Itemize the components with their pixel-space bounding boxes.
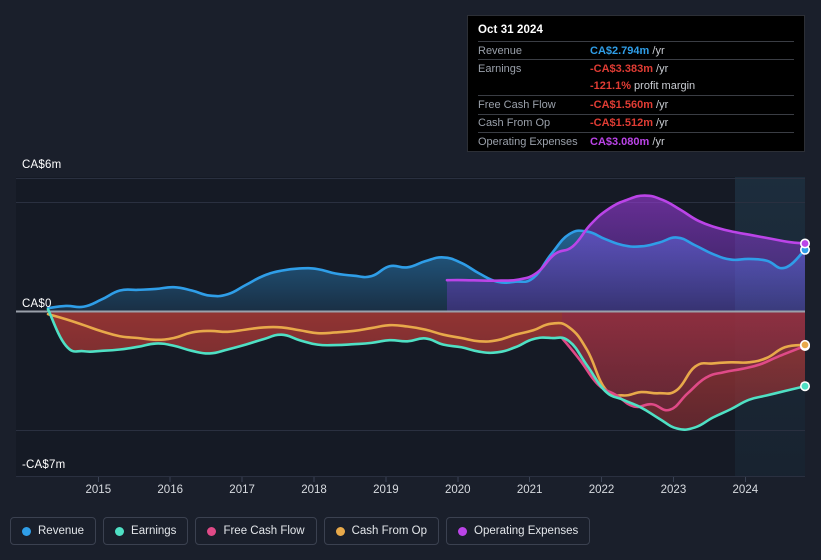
x-axis-tick-2024: 2024: [732, 484, 759, 496]
legend-item-label: Free Cash Flow: [223, 525, 305, 537]
x-axis-tick-2022: 2022: [588, 484, 615, 496]
chart-legend[interactable]: Revenue Earnings Free Cash Flow Cash From O…: [10, 517, 591, 545]
endpoint-marker-cash-from-op: [800, 339, 810, 350]
legend-item-free-cash-flow[interactable]: Free Cash Flow: [195, 517, 317, 545]
x-axis-tick-2015: 2015: [85, 484, 112, 496]
legend-item-label: Earnings: [131, 525, 177, 537]
x-axis-tick-2016: 2016: [157, 484, 183, 496]
financials-chart[interactable]: [0, 0, 821, 505]
y-axis-label-top: CA$6m: [22, 159, 62, 171]
tooltip-row: Free Cash Flow -CA$1.560m /yr: [478, 95, 794, 113]
legend-color-dot-icon: [22, 526, 31, 536]
legend-item-label: Operating Expenses: [474, 525, 579, 537]
x-axis-tick-2021: 2021: [516, 484, 543, 496]
tooltip-row-label: Earnings: [478, 63, 522, 76]
x-axis-tick-2020: 2020: [444, 484, 471, 496]
tooltip-row-value: -CA$3.383m /yr: [590, 63, 669, 76]
series-line-earnings[interactable]: [46, 307, 805, 431]
tooltip-row-value: -CA$1.560m /yr: [590, 98, 669, 111]
tooltip-row: Cash From Op -CA$1.512m /yr: [478, 113, 794, 132]
x-axis-tick-2018: 2018: [301, 484, 327, 496]
tooltip-row: Revenue CA$2.794m /yr: [478, 41, 794, 59]
tooltip-row: Earnings -CA$3.383m /yr: [478, 59, 794, 77]
y-axis-label-bottom: -CA$7m: [22, 459, 66, 471]
legend-item-earnings[interactable]: Earnings: [103, 517, 189, 545]
tooltip-row-value: CA$2.794m /yr: [590, 44, 665, 57]
x-axis-tick-2017: 2017: [229, 484, 255, 496]
tooltip-row-label: Cash From Op: [478, 117, 551, 130]
legend-color-dot-icon: [207, 526, 217, 536]
tooltip-rows: Revenue CA$2.794m /yr Earnings -CA$3.383m /…: [478, 41, 794, 150]
series-area-free-cash-flow: [562, 311, 805, 411]
tooltip-row-value: -CA$1.512m /yr: [590, 117, 669, 130]
endpoint-marker-operating-expenses: [800, 238, 810, 249]
tooltip-row-label: Revenue: [478, 44, 523, 57]
legend-item-cash-from-op[interactable]: Cash From Op: [323, 517, 440, 545]
y-axis-label-zero: CA$0: [22, 298, 52, 310]
x-axis-tick-2023: 2023: [660, 484, 687, 496]
series-line-cash-from-op[interactable]: [46, 312, 805, 397]
series-line-revenue[interactable]: [46, 229, 805, 310]
data-tooltip-panel: Oct 31 2024 Revenue CA$2.794m /yr Earnings…: [467, 15, 805, 152]
tooltip-row: -121.1% profit margin: [478, 78, 794, 95]
legend-item-label: Revenue: [38, 525, 85, 537]
tooltip-row: Operating Expenses CA$3.080m /yr: [478, 131, 794, 150]
legend-color-dot-icon: [335, 526, 345, 536]
series-area-operating-expenses: [446, 195, 805, 312]
series-line-operating-expenses[interactable]: [445, 194, 805, 283]
endpoint-marker-earnings: [800, 381, 810, 392]
tooltip-date: Oct 31 2024: [478, 24, 544, 36]
legend-color-dot-icon: [458, 526, 468, 536]
tooltip-row-label: Free Cash Flow: [478, 98, 556, 111]
tooltip-row-label: Operating Expenses: [478, 135, 578, 148]
legend-color-dot-icon: [115, 526, 125, 536]
x-axis-tick-2019: 2019: [373, 484, 399, 496]
tooltip-row-value: -121.1% profit margin: [590, 80, 696, 93]
tooltip-row-value: CA$3.080m /yr: [590, 135, 665, 148]
legend-item-revenue[interactable]: Revenue: [10, 517, 97, 545]
legend-item-operating-expenses[interactable]: Operating Expenses: [446, 517, 591, 545]
legend-item-label: Cash From Op: [351, 525, 428, 537]
